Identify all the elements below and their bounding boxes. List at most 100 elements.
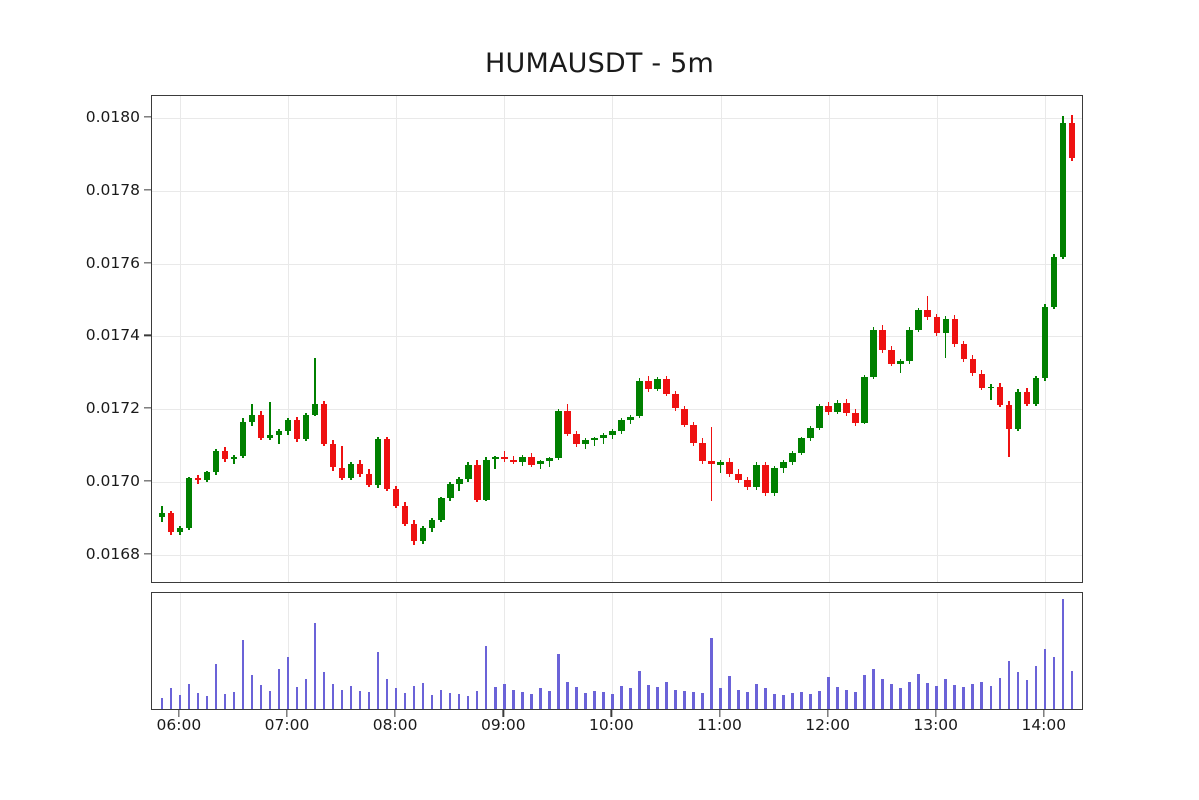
gridline-vertical [612,96,614,582]
candle-body [834,402,841,413]
volume-bar [926,682,929,709]
volume-bar [313,623,317,709]
y-axis-tick-mark [144,116,151,118]
candle-body [410,523,418,541]
candle-wick [584,438,587,450]
gridline-vertical [179,96,181,582]
candle-body [1041,306,1049,379]
x-axis-tick-label: 12:00 [805,716,850,734]
candle-body [419,527,427,542]
volume-bar [953,684,956,709]
candle-wick [503,451,506,462]
candle-wick [278,429,280,444]
candle-body [924,310,931,318]
candle-body [293,420,301,439]
candle-body [284,420,292,431]
candle-body [1005,404,1012,430]
volume-bar [241,640,245,709]
volume-bar [178,695,182,709]
candle-wick [899,358,902,373]
volume-bar [1070,671,1074,709]
candle-body [329,443,337,468]
candle-wick [990,384,992,401]
candle-wick [314,358,316,417]
gridline-vertical [288,593,289,709]
candle-body [735,474,742,481]
candle-body [356,463,364,474]
candle-body [447,483,454,499]
candle-body [978,373,985,389]
candle-body [906,329,913,362]
gridline-horizontal [152,336,1082,338]
gridline-vertical [288,96,289,582]
volume-bar [764,688,767,709]
x-axis-tick-label: 06:00 [156,716,202,734]
volume-bar [728,675,731,709]
volume-bar [322,672,326,709]
gridline-vertical [936,96,938,582]
x-axis-tick-mark [718,710,721,717]
gridline-vertical [396,593,398,709]
candle-body [528,456,535,465]
candle-body [338,467,346,478]
candle-body [942,318,949,334]
volume-bar [980,681,983,709]
volume-bar [295,687,299,709]
gridline-vertical [396,96,398,582]
volume-bar [584,693,587,709]
volume-bar [205,696,209,709]
volume-bar [674,689,677,709]
candle-body [428,520,436,528]
volume-bar [665,681,668,709]
volume-bar [439,689,443,709]
candle-body [510,459,517,462]
volume-bar [530,694,533,709]
candle-body [221,451,229,460]
candle-body [690,424,697,443]
price-panel [151,95,1083,583]
volume-bar [277,668,281,709]
volume-bar [872,668,875,709]
y-axis-tick-label: 0.0168 [85,544,140,563]
gridline-horizontal [152,554,1082,556]
volume-bar [899,688,902,709]
y-axis-tick-mark [144,261,151,264]
candle-body [555,411,562,459]
candle-body [392,489,400,506]
x-axis-tick-label: 08:00 [372,716,418,734]
volume-bar [232,691,236,709]
candle-body [546,458,553,461]
candle-body [158,513,166,517]
candle-body [807,428,814,439]
candle-wick [341,445,343,481]
candle-body [996,386,1003,405]
volume-bar [448,693,452,709]
volume-bar [430,695,434,709]
candle-body [302,414,310,440]
candle-wick [548,456,551,468]
gridline-vertical [936,593,938,709]
candle-wick [269,401,271,441]
x-axis-tick-mark [178,710,180,717]
candle-body [600,434,607,439]
candle-body [798,438,805,453]
volume-bar [394,688,398,709]
volume-bar [331,683,335,709]
volume-bar [340,689,344,709]
candle-body [311,403,319,415]
candle-body [744,480,751,488]
volume-bar [971,683,974,709]
candle-body [257,414,265,439]
candle-body [780,462,787,469]
gridline-horizontal [152,409,1082,411]
candle-body [609,431,616,435]
y-axis-tick-mark [144,189,151,191]
volume-bar [349,686,353,709]
volume-bar [944,679,947,709]
volume-bar [845,689,848,709]
volume-bar [818,690,821,709]
gridline-horizontal [152,190,1082,192]
candle-body [915,310,922,330]
x-axis-tick-mark [935,710,937,717]
candle-wick [719,460,722,473]
